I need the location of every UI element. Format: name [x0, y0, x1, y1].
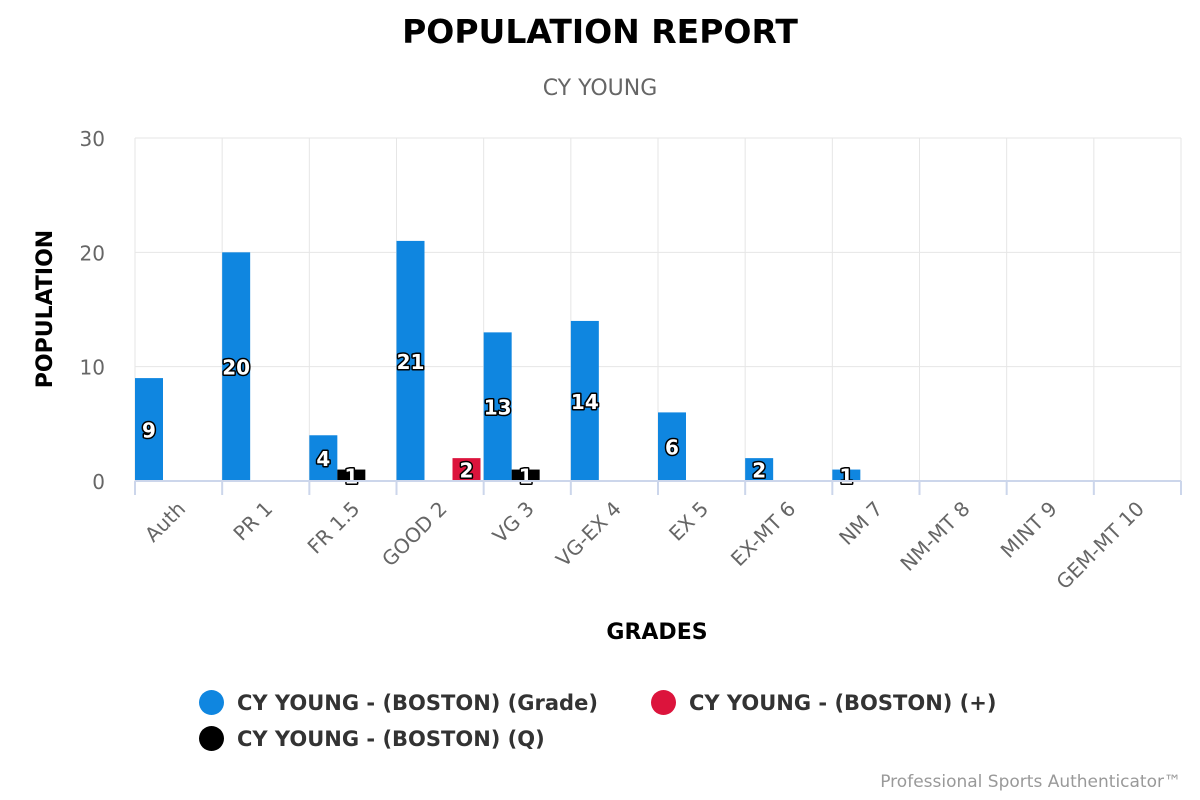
- data-label: 2: [752, 459, 766, 483]
- legend-item-plus[interactable]: CY YOUNG - (BOSTON) (+): [651, 690, 996, 715]
- legend-label-plus: CY YOUNG - (BOSTON) (+): [689, 690, 997, 715]
- data-label: 20: [222, 356, 250, 380]
- x-tick-label: NM-MT 8: [895, 497, 974, 576]
- bar[interactable]: [452, 458, 481, 481]
- bar[interactable]: [483, 332, 512, 481]
- data-label: 1: [519, 464, 533, 488]
- bar[interactable]: [832, 469, 861, 481]
- x-tick-label: MINT 9: [996, 497, 1062, 563]
- data-label: 4: [316, 447, 330, 471]
- chart-title: POPULATION REPORT: [402, 12, 798, 51]
- y-tick-label: 0: [92, 470, 105, 494]
- x-tick-label: NM 7: [834, 497, 887, 550]
- data-label: 2: [460, 459, 474, 483]
- legend-label-grade: CY YOUNG - (BOSTON) (Grade): [237, 690, 598, 715]
- x-axis-title: GRADES: [606, 620, 707, 645]
- legend-label-q: CY YOUNG - (BOSTON) (Q): [237, 726, 545, 751]
- credits-link[interactable]: Professional Sports Authenticator™: [880, 772, 1181, 792]
- legend-marker-plus: [651, 690, 676, 715]
- bars-layer: [135, 240, 861, 481]
- x-tick-label: FR 1.5: [303, 497, 365, 559]
- x-tick-label: PR 1: [228, 497, 277, 546]
- bar[interactable]: [337, 469, 366, 481]
- data-label: 14: [571, 390, 599, 414]
- legend-marker-grade: [199, 690, 224, 715]
- bar[interactable]: [396, 240, 425, 481]
- x-tick-label: VG-EX 4: [551, 497, 626, 572]
- bar[interactable]: [511, 469, 540, 481]
- data-label: 6: [665, 436, 679, 460]
- data-label: 1: [344, 464, 358, 488]
- data-label: 13: [484, 396, 512, 420]
- data-label: 21: [397, 350, 425, 374]
- x-tick-label: Auth: [140, 497, 190, 547]
- y-axis-title: POPULATION: [33, 230, 58, 388]
- x-tick-label: GEM-MT 10: [1051, 497, 1149, 595]
- x-tick-label: GOOD 2: [377, 497, 452, 572]
- y-tick-label: 10: [80, 356, 105, 380]
- bar[interactable]: [658, 412, 686, 481]
- bar[interactable]: [135, 378, 163, 481]
- bar[interactable]: [570, 320, 599, 481]
- bar[interactable]: [222, 252, 251, 481]
- x-tick-label: EX-MT 6: [726, 497, 800, 571]
- chart-subtitle: CY YOUNG: [542, 76, 658, 101]
- bar[interactable]: [309, 435, 338, 481]
- bar[interactable]: [745, 458, 774, 481]
- legend-item-q[interactable]: CY YOUNG - (BOSTON) (Q): [199, 726, 545, 751]
- legend-marker-q: [199, 726, 224, 751]
- y-tick-label: 20: [80, 241, 105, 265]
- data-label: 9: [142, 419, 156, 443]
- legend-item-grade[interactable]: CY YOUNG - (BOSTON) (Grade): [199, 690, 598, 715]
- x-tick-label: EX 5: [664, 497, 713, 546]
- data-label: 1: [839, 464, 853, 488]
- x-tick-label: VG 3: [488, 497, 539, 548]
- y-tick-label: 30: [80, 127, 105, 151]
